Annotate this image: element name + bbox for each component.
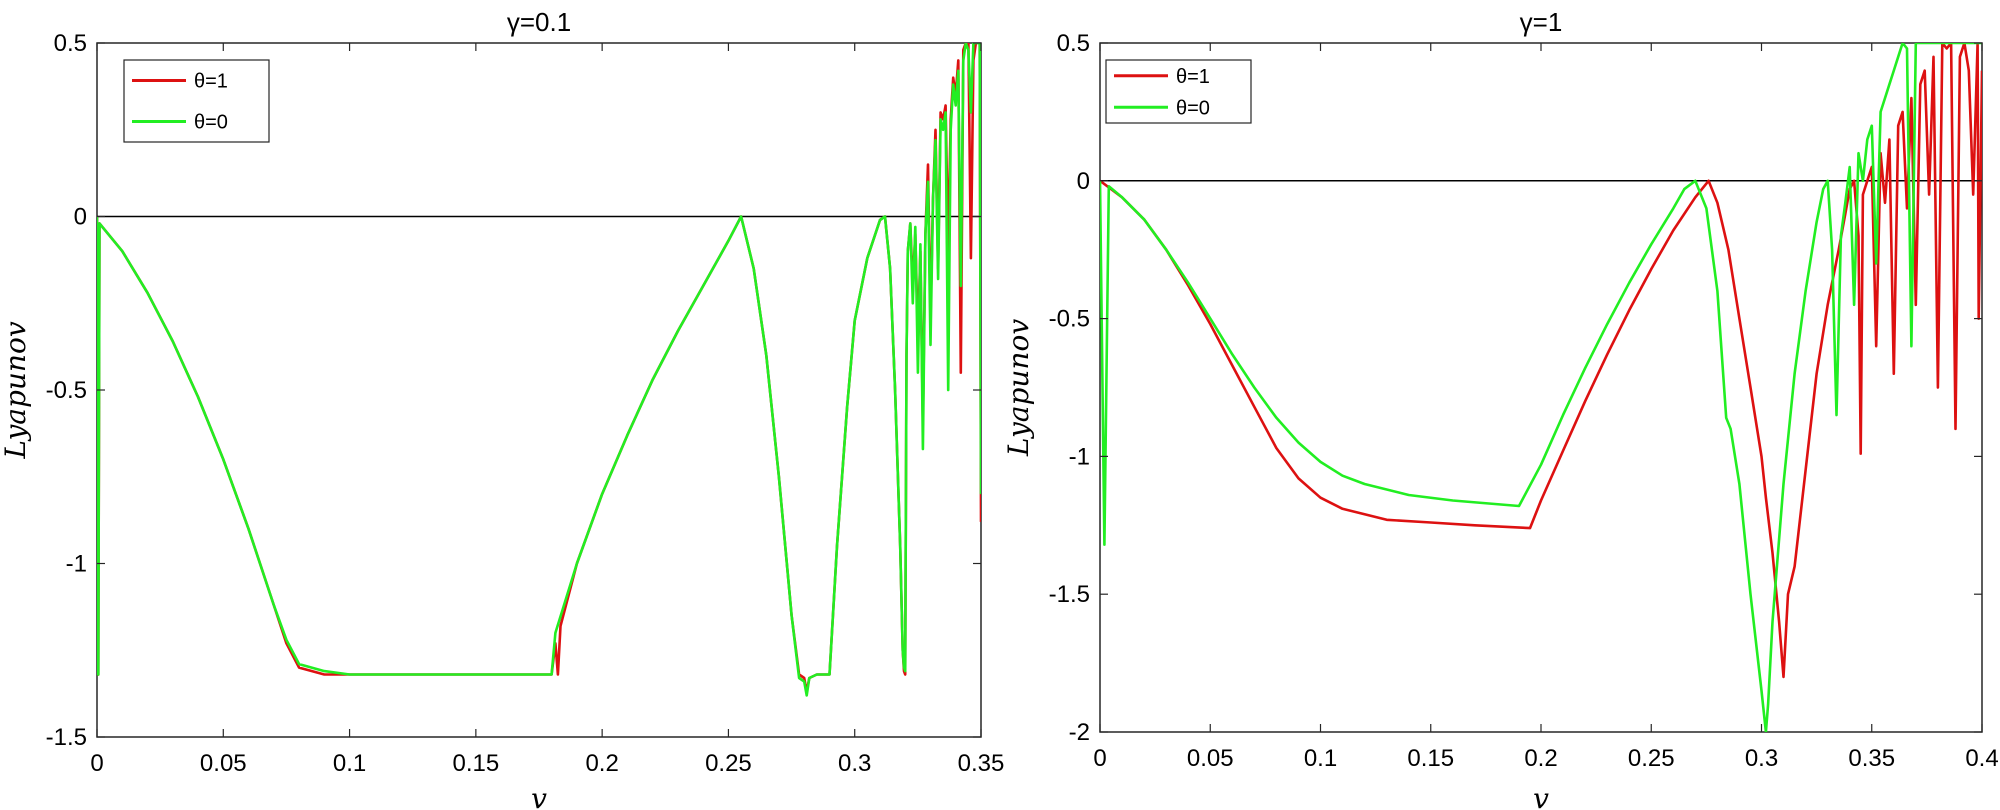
x-tick-label: 0.25 [705, 750, 752, 777]
y-tick-label: 0 [1077, 168, 1090, 195]
series-line-1 [1100, 43, 1982, 732]
x-tick-label: 0.1 [333, 750, 366, 777]
y-tick-label: -1 [66, 551, 87, 578]
legend-box [1105, 59, 1252, 124]
x-axis-label: v [1533, 782, 1549, 810]
y-tick-label: -0.5 [1049, 306, 1090, 333]
x-tick-label: 0.35 [958, 750, 1005, 777]
y-axis-label: Lyapunov [1002, 319, 1035, 457]
x-tick-label: 0.15 [452, 750, 499, 777]
x-tick-label: 0.35 [1848, 745, 1895, 772]
chart-title: γ=0.1 [507, 7, 571, 37]
legend: θ=1θ=0 [1105, 59, 1252, 124]
y-tick-label: 0 [74, 204, 87, 231]
x-tick-label: 0.25 [1628, 745, 1675, 772]
x-tick-label: 0.05 [200, 750, 247, 777]
y-tick-label: 0.5 [1057, 30, 1090, 57]
legend-label: θ=1 [194, 71, 228, 93]
legend-label: θ=0 [1176, 97, 1210, 119]
x-tick-label: 0.3 [838, 750, 871, 777]
y-tick-label: -0.5 [46, 377, 87, 404]
x-tick-label: 0 [90, 750, 103, 777]
chart-title: γ=1 [1520, 7, 1563, 37]
series-line-0 [1100, 43, 1982, 679]
y-tick-label: -2 [1069, 719, 1090, 746]
legend: θ=1 θ=0 [123, 59, 270, 143]
y-tick-label: -1 [1069, 443, 1090, 470]
plot-area [1099, 42, 1983, 733]
left-panel: 0 0.05 0.1 0.15 0.2 0.25 0.3 0.35 0.5 0 -0.5 -1 -1.5… [0, 7, 1004, 810]
y-tick-label: -1.5 [46, 724, 87, 751]
series-line-1 [97, 43, 981, 697]
x-tick-label: 0.15 [1407, 745, 1454, 772]
x-tick-label: 0.1 [1304, 745, 1337, 772]
x-tick-label: 0.3 [1745, 745, 1778, 772]
x-tick-label: 0 [1093, 745, 1106, 772]
series-group [97, 43, 981, 697]
x-tick-label: 0.05 [1187, 745, 1234, 772]
legend-box [123, 59, 270, 143]
x-tick-label: 0.2 [585, 750, 618, 777]
x-tick-label: 0.4 [1965, 745, 1998, 772]
legend-label: θ=0 [194, 112, 228, 134]
y-tick-label: -1.5 [1049, 581, 1090, 608]
x-tick-label: 0.2 [1524, 745, 1557, 772]
right-panel: 0 0.05 0.1 0.15 0.2 0.25 0.3 0.35 0.4 0.5 0 -0.5 -1 -… [1002, 7, 1999, 810]
legend-label: θ=1 [1176, 66, 1210, 88]
y-axis-label: Lyapunov [0, 321, 32, 459]
x-axis-label: v [531, 782, 547, 810]
series-group [1100, 43, 1982, 732]
y-tick-label: 0.5 [54, 30, 87, 57]
